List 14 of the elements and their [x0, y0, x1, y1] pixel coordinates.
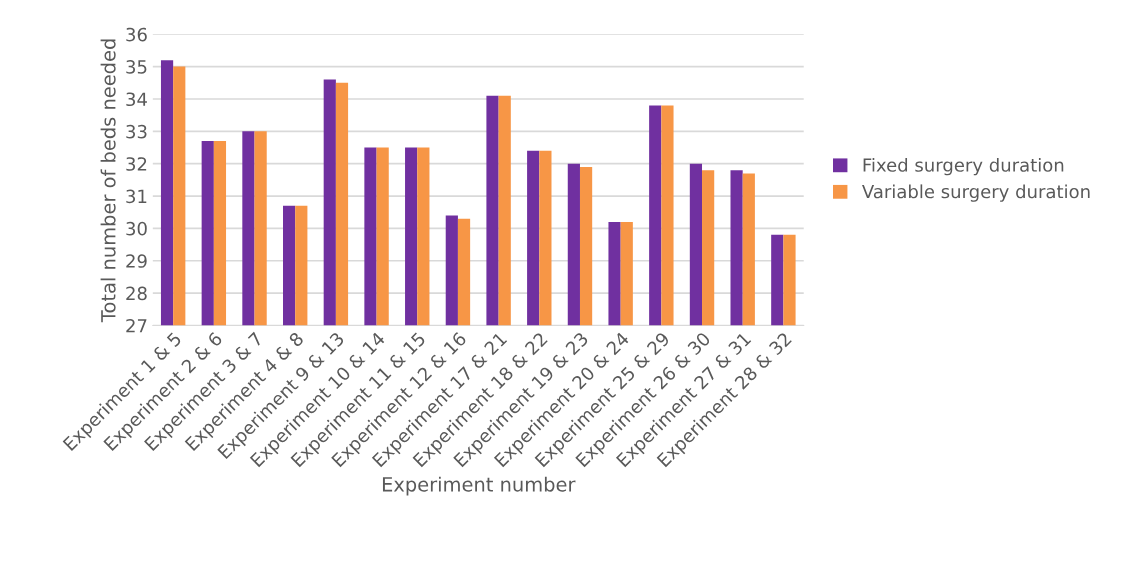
- y-tick-label: 33: [126, 124, 147, 139]
- legend-label: Fixed surgery duration: [863, 157, 1064, 176]
- y-tick-label: 34: [126, 92, 147, 107]
- y-tick-label: 35: [126, 60, 147, 74]
- y-tick-label: 27: [126, 318, 147, 333]
- y-tick-label: 29: [126, 254, 147, 268]
- x-axis-title: Experiment number: [382, 476, 576, 496]
- y-tick-label: 30: [126, 221, 147, 236]
- legend-label: Variable surgery duration: [862, 184, 1090, 202]
- y-axis-title: Total number of beds needed: [100, 39, 116, 323]
- y-tick-label: 32: [126, 157, 147, 171]
- y-tick-label: 31: [126, 189, 147, 204]
- y-tick-label: 36: [126, 27, 147, 42]
- y-tick-label: 28: [126, 286, 147, 301]
